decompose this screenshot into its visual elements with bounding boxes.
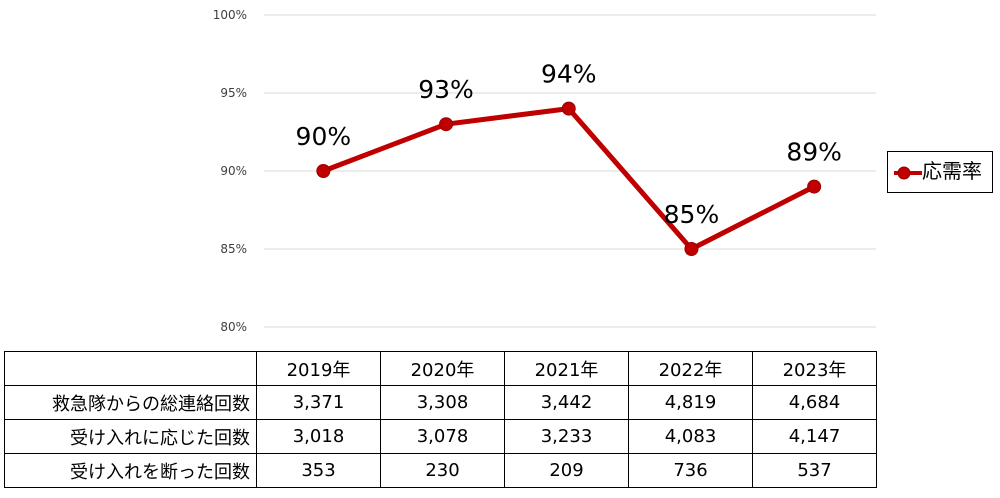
data-point [684, 242, 699, 256]
y-tick-label: 85% [220, 242, 247, 256]
table-column-header: 2019年 [256, 351, 381, 386]
table-row-label: 受け入れを断った回数 [4, 453, 257, 488]
table-row: 救急隊からの総連絡回数 3,371 3,308 3,442 4,819 4,68… [4, 385, 877, 420]
table-cell: 353 [256, 453, 381, 488]
table-column-header: 2021年 [504, 351, 629, 386]
table-cell: 4,147 [752, 419, 877, 454]
table-cell: 537 [752, 453, 877, 488]
table-column-header: 2020年 [380, 351, 505, 386]
series-line [322, 106, 816, 252]
table-cell: 4,083 [628, 419, 753, 454]
table-cell: 3,078 [380, 419, 505, 454]
table-row-label: 受け入れに応じた回数 [4, 419, 257, 454]
y-tick-label: 90% [220, 164, 247, 178]
table-column-header: 2023年 [752, 351, 877, 386]
data-point [561, 101, 576, 116]
data-label: 90% [296, 122, 352, 151]
table-cell: 3,442 [504, 385, 629, 420]
y-tick-label: 95% [220, 86, 247, 100]
data-point [439, 117, 454, 132]
table-column-header: 2022年 [628, 351, 753, 386]
data-label: 94% [541, 60, 597, 89]
table-cell: 3,233 [504, 419, 629, 454]
table-row-label: 救急隊からの総連絡回数 [4, 385, 257, 420]
table-cell: 3,371 [256, 385, 381, 420]
legend-label: 応需率 [922, 159, 982, 183]
table-cell: 736 [628, 453, 753, 488]
data-label: 85% [664, 200, 720, 229]
line-chart: 80% 85% 90% 95% 100% 90% 93% 94% 85% 89% [213, 8, 876, 334]
data-label: 89% [786, 138, 842, 167]
y-tick-label: 100% [213, 8, 247, 22]
legend-marker [894, 166, 922, 180]
table-cell: 4,819 [628, 385, 753, 420]
table-row: 受け入れに応じた回数 3,018 3,078 3,233 4,083 4,147 [4, 419, 877, 454]
table-row: 受け入れを断った回数 353 230 209 736 537 [4, 453, 877, 488]
data-label: 93% [418, 75, 474, 104]
y-tick-label: 80% [220, 320, 247, 334]
data-point [316, 164, 331, 178]
table-header-row: 2019年 2020年 2021年 2022年 2023年 [4, 351, 877, 386]
table-cell: 230 [380, 453, 505, 488]
table-cell: 4,684 [752, 385, 877, 420]
table-cell: 3,018 [256, 419, 381, 454]
data-point [807, 179, 822, 194]
table-cell: 3,308 [380, 385, 505, 420]
table-cell: 209 [504, 453, 629, 488]
legend: 応需率 [887, 151, 993, 193]
table-corner-cell [4, 351, 257, 386]
data-table: 2019年 2020年 2021年 2022年 2023年 救急隊からの総連絡回… [4, 351, 877, 488]
